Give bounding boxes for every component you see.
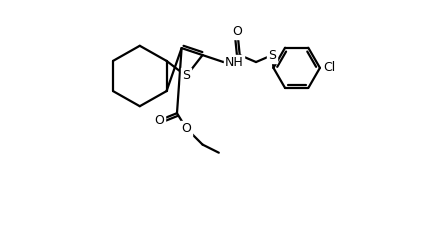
Text: S: S (268, 49, 276, 62)
Text: S: S (182, 69, 190, 83)
Text: Cl: Cl (323, 61, 336, 74)
Text: O: O (155, 114, 164, 127)
Text: NH: NH (225, 55, 243, 69)
Text: O: O (233, 25, 242, 38)
Text: O: O (181, 122, 191, 135)
